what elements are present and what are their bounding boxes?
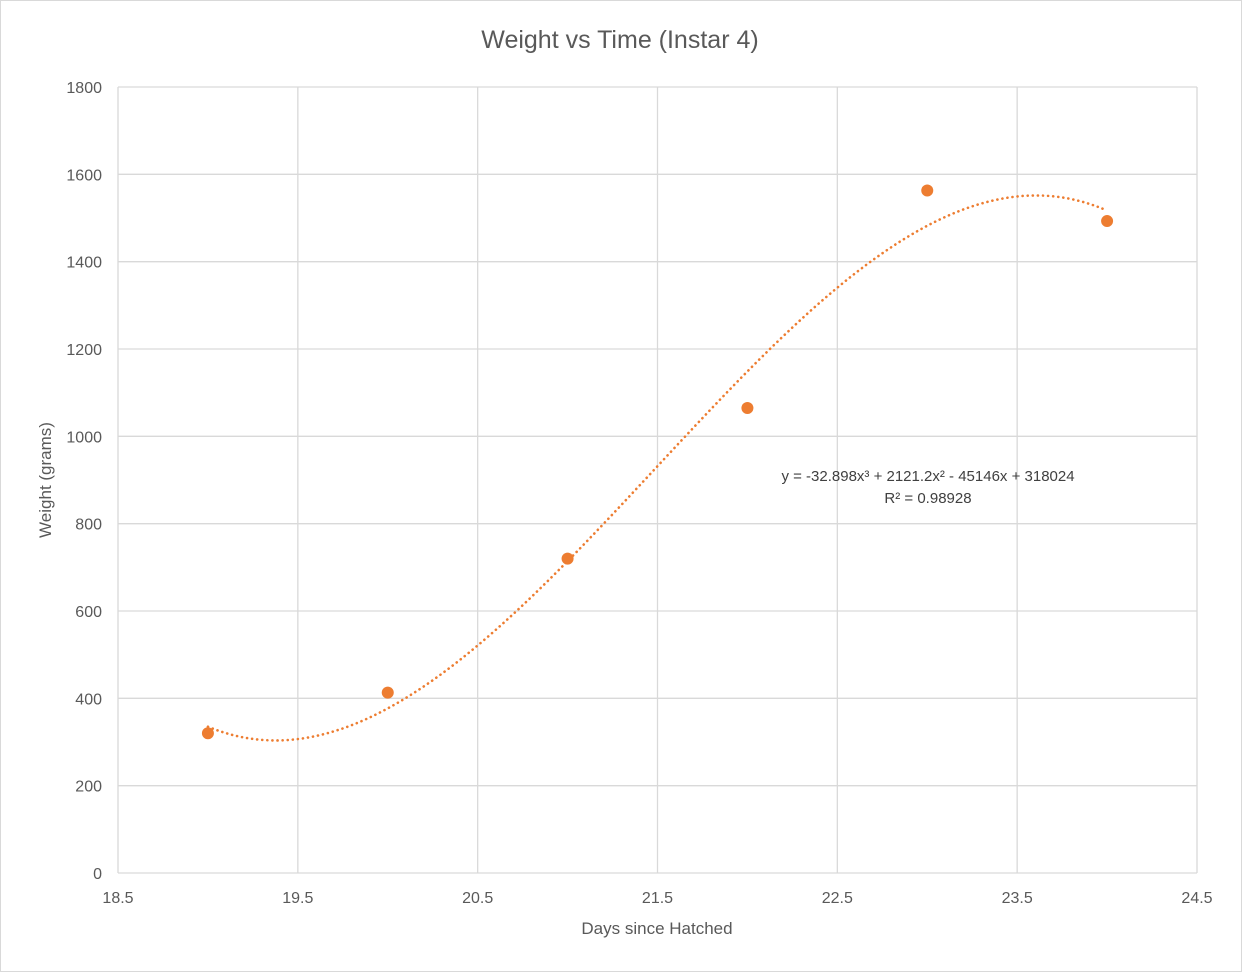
y-tick-label: 1000 <box>66 429 102 446</box>
y-tick-label: 1200 <box>66 342 102 359</box>
y-tick-label: 1800 <box>66 80 102 97</box>
data-point <box>561 552 574 565</box>
y-axis-ticks: 0 200 400 600 800 1000 1200 1400 1600 1800 <box>66 80 102 883</box>
y-tick-label: 1600 <box>66 167 102 184</box>
x-tick-label: 21.5 <box>642 890 673 907</box>
y-tick-label: 800 <box>75 517 102 534</box>
x-axis-title: Days since Hatched <box>581 919 732 938</box>
y-tick-label: 0 <box>93 866 102 883</box>
x-tick-label: 20.5 <box>462 890 493 907</box>
x-tick-label: 22.5 <box>822 890 853 907</box>
y-tick-label: 600 <box>75 604 102 621</box>
y-tick-label: 400 <box>75 691 102 708</box>
x-tick-label: 24.5 <box>1181 890 1212 907</box>
data-point <box>381 686 394 699</box>
data-point <box>921 184 934 197</box>
x-tick-label: 19.5 <box>282 890 313 907</box>
data-points <box>201 184 1114 740</box>
gridlines <box>117 86 1198 874</box>
trendline-r-squared: R² = 0.98928 <box>884 490 971 507</box>
y-tick-label: 200 <box>75 779 102 796</box>
y-tick-label: 1400 <box>66 255 102 272</box>
trendline-equation: y = -32.898x³ + 2121.2x² - 45146x + 3180… <box>781 468 1074 485</box>
x-axis-ticks: 18.5 19.5 20.5 21.5 22.5 23.5 24.5 <box>102 890 1212 907</box>
x-tick-label: 23.5 <box>1002 890 1033 907</box>
chart-title: Weight vs Time (Instar 4) <box>481 26 758 54</box>
data-point <box>741 401 754 414</box>
x-tick-label: 18.5 <box>102 890 133 907</box>
data-point <box>1101 215 1114 228</box>
trendline <box>206 194 1109 742</box>
y-axis-title: Weight (grams) <box>36 422 55 538</box>
data-point <box>201 727 214 740</box>
